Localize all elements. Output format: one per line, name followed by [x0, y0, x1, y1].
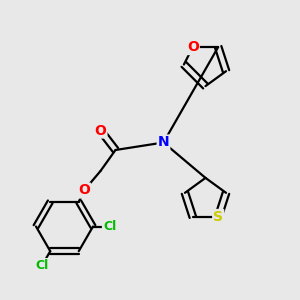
Text: O: O — [94, 124, 106, 137]
Text: Cl: Cl — [35, 259, 49, 272]
Text: S: S — [213, 210, 223, 224]
Text: O: O — [187, 40, 199, 54]
Text: N: N — [158, 136, 169, 149]
Text: O: O — [78, 184, 90, 197]
Text: Cl: Cl — [103, 220, 116, 233]
